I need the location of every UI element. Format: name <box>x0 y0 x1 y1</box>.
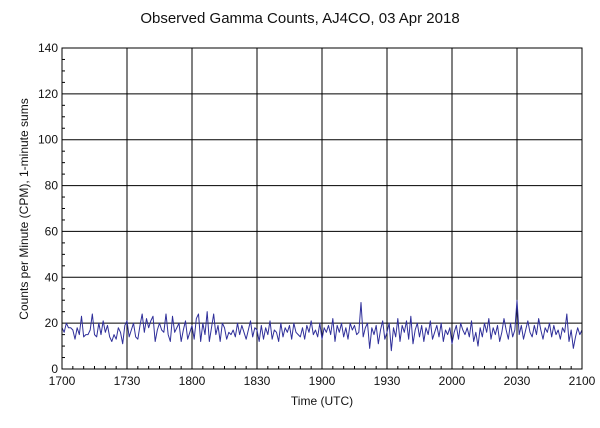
y-tick-label: 40 <box>45 270 59 284</box>
y-axis-label-wrap: Counts per Minute (CPM), 1-minute sums <box>16 48 32 370</box>
x-tick-label: 2100 <box>569 374 596 388</box>
y-axis-label: Counts per Minute (CPM), 1-minute sums <box>17 98 31 320</box>
series-line <box>61 299 583 352</box>
x-tick-label: 1930 <box>374 374 401 388</box>
y-tick-label: 80 <box>45 179 59 193</box>
x-tick-label: 1830 <box>244 374 271 388</box>
x-tick-label: 1730 <box>114 374 141 388</box>
chart-title: Observed Gamma Counts, AJ4CO, 03 Apr 201… <box>140 10 460 27</box>
y-tick-label: 100 <box>38 133 58 147</box>
y-tick-label: 0 <box>51 362 58 376</box>
x-tick-label: 2000 <box>439 374 466 388</box>
x-tick-label: 1900 <box>309 374 336 388</box>
x-tick-label: 1700 <box>49 374 76 388</box>
y-tick-label: 60 <box>45 224 59 238</box>
x-tick-label: 2030 <box>504 374 531 388</box>
x-tick-label: 1800 <box>179 374 206 388</box>
plot-frame <box>61 47 583 370</box>
y-tick-label: 120 <box>38 87 58 101</box>
y-tick-label: 20 <box>45 316 59 330</box>
x-axis-label: Time (UTC) <box>290 394 354 408</box>
y-tick-label: 140 <box>38 41 58 55</box>
